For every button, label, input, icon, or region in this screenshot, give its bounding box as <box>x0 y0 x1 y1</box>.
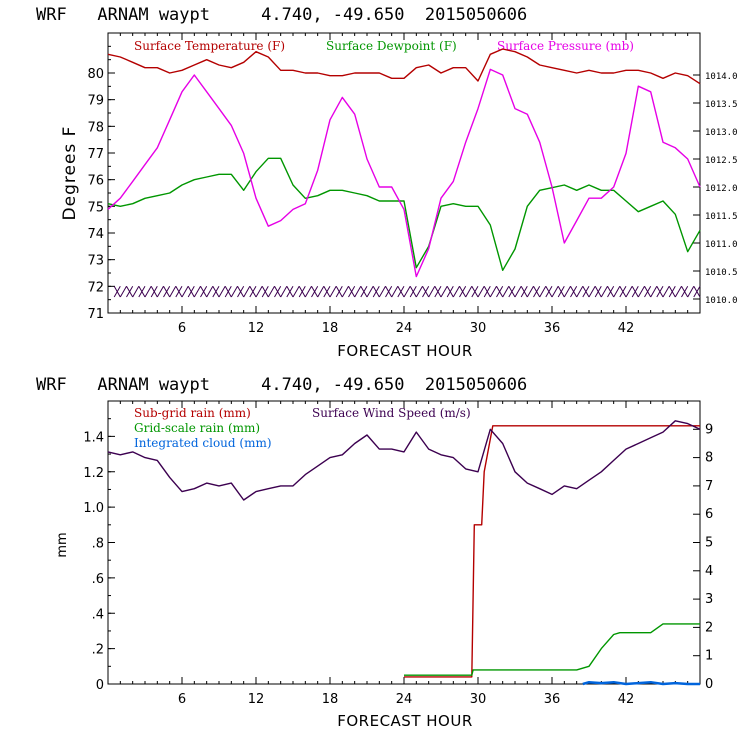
panel-2-y-tick-label: .8 <box>92 537 104 552</box>
panel-2-y2-tick-label: 8 <box>705 451 713 466</box>
panel-1-ylabel: Degrees F <box>60 126 80 221</box>
panel-2-x-tick-label: 12 <box>248 692 265 707</box>
legend-surface-temperature: Surface Temperature (F) <box>134 39 285 53</box>
panel-1-title: WRF ARNAM waypt 4.740, -49.650 201505060… <box>36 5 527 25</box>
panel-1-x-tick-label: 18 <box>322 321 339 336</box>
panel-1-y2-tick-label: 1013.5 <box>705 100 738 110</box>
series-grid-scale-rain-line <box>404 623 700 676</box>
legend-integrated-cloud: Integrated cloud (mm) <box>134 436 272 450</box>
panel-1-y-tick-label: 77 <box>87 147 104 162</box>
series-surface-pressure-line <box>107 68 701 278</box>
panel-2-y2-tick-label: 7 <box>705 479 713 494</box>
legend-grid-scale-rain: Grid-scale rain (mm) <box>134 421 260 435</box>
legend-surface-pressure: Surface Pressure (mb) <box>497 39 634 53</box>
legend-surface-wind-speed: Surface Wind Speed (m/s) <box>312 406 471 420</box>
panel-1-y2-tick-label: 1012.5 <box>705 156 738 166</box>
series-surface-dewpoint-line <box>107 157 701 271</box>
panel-1-y2-tick-label: 1014.0 <box>705 72 738 82</box>
panel-2-y-tick-label: .4 <box>92 607 104 622</box>
panel-1-x-tick-label: 12 <box>248 321 265 336</box>
panel-2-y2-tick-label: 1 <box>705 649 713 664</box>
panel-1-x-tick-label: 36 <box>544 321 561 336</box>
legend-sub-grid-rain: Sub-grid rain (mm) <box>134 406 251 420</box>
panel-2-title: WRF ARNAM waypt 4.740, -49.650 201505060… <box>36 375 527 395</box>
panel-1-y2-tick-label: 1010.5 <box>705 268 738 278</box>
panel-2-y2-tick-label: 6 <box>705 507 713 522</box>
series-surface-wind-speed-line <box>107 420 701 501</box>
panel-2-xlabel: FORECAST HOUR <box>337 712 473 730</box>
panel-2: WRF ARNAM waypt 4.740, -49.650 201505060… <box>36 375 713 730</box>
panel-1-y-tick-label: 79 <box>87 94 104 109</box>
panel-1-y2-tick-label: 1010.0 <box>705 296 738 306</box>
panel-2-x-tick-label: 36 <box>544 692 561 707</box>
hatch-band-forward <box>113 286 701 298</box>
panel-1-hatch-band <box>113 286 701 298</box>
series-sub-grid-rain-line <box>404 425 700 678</box>
panel-2-y2-tick-label: 3 <box>705 592 713 607</box>
panel-2-y2-tick-label: 4 <box>705 564 713 579</box>
panel-1: WRF ARNAM waypt 4.740, -49.650 201505060… <box>36 5 738 360</box>
panel-2-y-tick-label: 1.2 <box>83 466 104 481</box>
panel-1-y-tick-label: 80 <box>87 67 104 82</box>
panel-1-x-tick-label: 42 <box>618 321 635 336</box>
panel-2-y2-tick-label: 0 <box>705 677 713 692</box>
panel-2-y-tick-label: 1.0 <box>83 501 104 516</box>
panel-2-x-tick-label: 30 <box>470 692 487 707</box>
panel-1-y-tick-label: 72 <box>87 280 104 295</box>
series-surface-temperature-line <box>107 48 701 85</box>
panel-1-y-tick-label: 76 <box>87 174 104 189</box>
hatch-band-back <box>113 286 701 298</box>
panel-2-y2-tick-label: 5 <box>705 536 713 551</box>
panel-1-frame <box>107 32 701 314</box>
panel-1-xlabel: FORECAST HOUR <box>337 342 473 360</box>
panel-1-x-tick-label: 24 <box>396 321 413 336</box>
panel-2-ylabel: mm <box>55 532 70 557</box>
legend-surface-dewpoint: Surface Dewpoint (F) <box>326 39 457 53</box>
panel-1-x-tick-label: 30 <box>470 321 487 336</box>
panel-2-x-tick-label: 24 <box>396 692 413 707</box>
panel-1-y2-tick-label: 1013.0 <box>705 128 738 138</box>
panel-1-y2-tick-label: 1011.5 <box>705 212 738 222</box>
panel-2-y2-tick-label: 2 <box>705 620 713 635</box>
panel-2-y2-tick-label: 9 <box>705 422 713 437</box>
panel-2-x-tick-label: 6 <box>178 692 186 707</box>
panel-1-y-tick-label: 78 <box>87 120 104 135</box>
panel-1-y2-tick-label: 1011.0 <box>705 240 738 250</box>
panel-2-x-tick-label: 18 <box>322 692 339 707</box>
panel-1-x-tick-label: 6 <box>178 321 186 336</box>
panel-2-y-tick-label: 1.4 <box>83 430 104 445</box>
panel-1-y2-tick-label: 1012.0 <box>705 184 738 194</box>
series-integrated-cloud-line <box>582 680 700 686</box>
panel-1-y-tick-label: 71 <box>87 307 104 322</box>
panel-1-y-tick-label: 74 <box>87 227 104 242</box>
panel-2-y-tick-label: .6 <box>92 572 104 587</box>
panel-2-y-tick-label: 0 <box>96 678 104 693</box>
panel-1-y-tick-label: 73 <box>87 254 104 269</box>
panel-2-x-tick-label: 42 <box>618 692 635 707</box>
panel-1-y-tick-label: 75 <box>87 200 104 215</box>
panel-2-y-tick-label: .2 <box>92 643 104 658</box>
